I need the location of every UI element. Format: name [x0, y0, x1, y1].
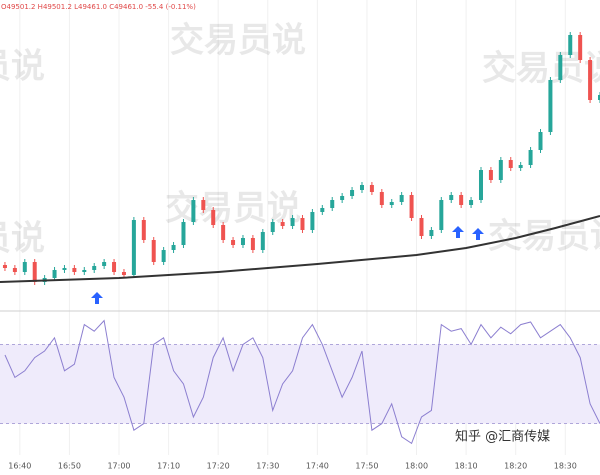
candle-body [211, 210, 216, 225]
candle-body [379, 192, 384, 205]
candle-body [250, 238, 255, 250]
x-tick-label: 17:30 [256, 462, 279, 471]
candle-body [449, 195, 454, 200]
candle-body [270, 222, 275, 232]
candle-body [131, 220, 136, 275]
arrow [472, 228, 484, 240]
credit: 知乎 @汇商传媒 [455, 429, 550, 445]
signal-arrows [91, 226, 484, 304]
ohlc-header: O49501.2 H49501.2 L49461.0 C49461.0 -55.… [1, 3, 196, 11]
candle-body [240, 238, 245, 245]
candle-body [181, 222, 186, 245]
watermark: 交易员说 [0, 47, 45, 87]
candle-body [320, 208, 325, 212]
candle-body [300, 218, 305, 230]
candle-body [350, 190, 355, 196]
candle-body [389, 202, 394, 205]
x-tick-label: 17:10 [157, 462, 180, 471]
candle-body [52, 270, 57, 278]
candle-body [191, 200, 196, 222]
candle-body [161, 250, 166, 262]
x-tick-label: 17:40 [306, 462, 329, 471]
candle-body [201, 200, 206, 210]
candle-body [399, 195, 404, 202]
x-tick-label: 18:20 [504, 462, 527, 471]
candle-body [419, 218, 424, 236]
candle-body [82, 270, 87, 272]
candle-body [62, 268, 67, 270]
candle-body [22, 262, 27, 272]
x-tick-label: 16:50 [58, 462, 81, 471]
moving-average [0, 215, 600, 283]
candle-body [409, 195, 414, 218]
x-tick-label: 16:40 [8, 462, 31, 471]
x-tick-label: 18:00 [405, 462, 428, 471]
candle-body [221, 225, 226, 240]
candle-body [488, 170, 493, 180]
candle-body [568, 35, 573, 55]
candle-body [2, 265, 7, 268]
candle-body [121, 272, 126, 275]
candle-body [32, 262, 37, 282]
candle-body [340, 196, 345, 200]
watermark: 交易员说 [170, 21, 306, 61]
candle-body [518, 165, 523, 168]
plot [0, 32, 600, 445]
candle-body [359, 185, 364, 190]
candle-body [102, 262, 107, 266]
candle-body [369, 185, 374, 192]
x-tick-label: 17:00 [107, 462, 130, 471]
arrow [452, 226, 464, 238]
candle-body [92, 266, 97, 270]
candle-body [578, 35, 583, 60]
watermark: 交易员说 [488, 217, 600, 257]
candle-body [260, 232, 265, 250]
candle-body [478, 170, 483, 200]
candle-body [171, 245, 176, 250]
x-tick-label: 17:50 [355, 462, 378, 471]
candle-body [231, 240, 236, 245]
candle-body [112, 262, 117, 272]
candle-body [141, 220, 146, 240]
candle-body [469, 200, 474, 205]
candle-body [498, 160, 503, 180]
oscillator-band [0, 344, 600, 424]
candle-body [12, 268, 17, 272]
candle-body [72, 268, 77, 272]
candle-body [459, 195, 464, 205]
watermark: 交易员说 [482, 49, 600, 89]
oscillator-line [4, 319, 600, 445]
candle-body [429, 230, 434, 236]
watermark: 交易员说 [165, 189, 301, 229]
candle-body [280, 222, 285, 226]
candle-body [558, 55, 563, 80]
candle-body [598, 95, 600, 100]
x-tick-label: 17:20 [207, 462, 230, 471]
watermark: 交易员说 [0, 219, 45, 259]
candle-body [548, 80, 553, 132]
candle-body [310, 212, 315, 230]
candle-body [330, 200, 335, 208]
x-tick-label: 18:30 [554, 462, 577, 471]
candle-body [439, 200, 444, 230]
candle-body [508, 160, 513, 168]
candle-body [538, 132, 543, 150]
candle-body [588, 60, 593, 100]
candle-body [151, 240, 156, 262]
candle-body [290, 218, 295, 226]
candle-body [528, 150, 533, 165]
arrow [91, 292, 103, 304]
x-tick-label: 18:10 [455, 462, 478, 471]
